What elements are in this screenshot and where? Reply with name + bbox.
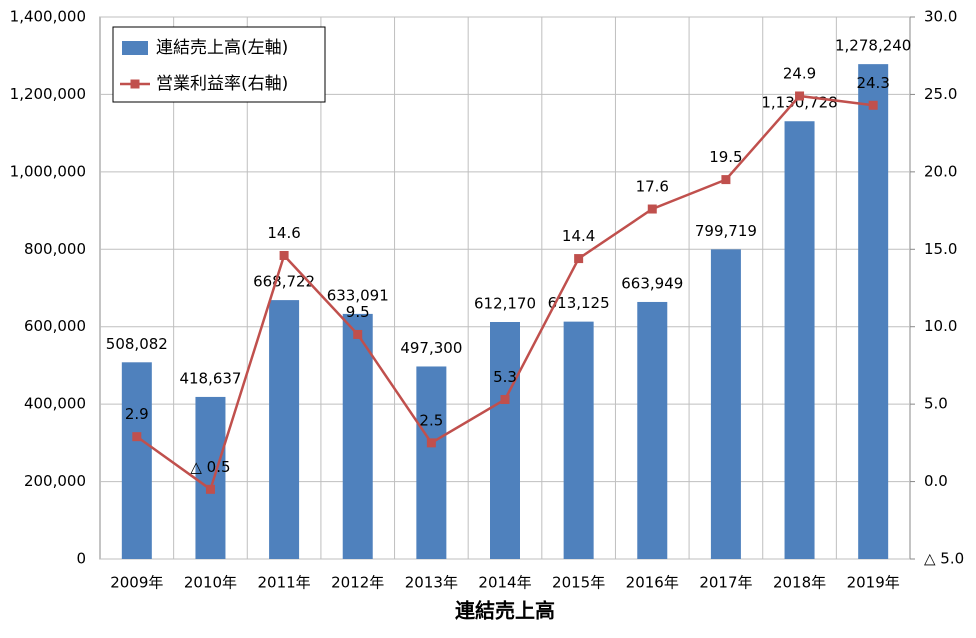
line-marker [426, 438, 436, 448]
bar [195, 396, 226, 559]
y-tick-label: 0 [76, 550, 86, 568]
x-tick-label: 2014年 [478, 574, 531, 592]
legend-label: 営業利益率(右軸) [156, 74, 288, 94]
bar-value-label: 508,082 [106, 335, 168, 353]
bar-value-label: 613,125 [548, 294, 610, 312]
x-tick-label: 2018年 [773, 574, 826, 592]
y2-tick-label: 15.0 [924, 240, 957, 258]
y2-tick-label: 5.0 [924, 395, 948, 413]
line-marker [647, 204, 657, 214]
line-value-label: 24.3 [856, 74, 889, 92]
legend-swatch-marker [130, 79, 140, 89]
bar-value-label: 663,949 [621, 274, 683, 292]
bar-value-label: 799,719 [695, 222, 757, 240]
bar [784, 121, 815, 559]
y-tick-label: 1,200,000 [10, 85, 86, 103]
line-marker [353, 329, 363, 339]
x-axis-title: 連結売上高 [455, 599, 555, 623]
line-marker [868, 100, 878, 110]
line-value-label: △ 0.5 [190, 458, 230, 476]
line-value-label: 14.6 [267, 224, 300, 242]
y-tick-label: 400,000 [24, 395, 86, 413]
y2-tick-label: 0.0 [924, 472, 948, 490]
bar [490, 322, 520, 559]
y2-tick-label: △ 5.0 [924, 550, 964, 568]
line-value-label: 2.5 [419, 411, 443, 429]
y-tick-label: 200,000 [24, 472, 86, 490]
x-tick-label: 2013年 [405, 574, 458, 592]
x-tick-label: 2010年 [184, 574, 237, 592]
y2-tick-label: 25.0 [924, 85, 957, 103]
legend-box [112, 26, 326, 103]
bar-value-label: 633,091 [327, 286, 389, 304]
line-marker [795, 91, 805, 101]
y2-tick-label: 20.0 [924, 162, 957, 180]
bar-value-label: 668,722 [253, 273, 315, 291]
bar-value-label: 612,170 [474, 295, 536, 313]
bar-value-label: 1,278,240 [835, 37, 911, 55]
bar-value-label: 497,300 [400, 339, 462, 357]
line-value-label: 5.3 [493, 368, 517, 386]
x-tick-label: 2009年 [110, 574, 163, 592]
x-tick-label: 2019年 [847, 574, 900, 592]
bar [858, 64, 889, 559]
legend-label: 連結売上高(左軸) [156, 38, 288, 58]
bar-value-label: 418,637 [179, 369, 241, 387]
x-tick-label: 2012年 [331, 574, 384, 592]
line-value-label: 9.5 [346, 303, 370, 321]
line-marker [721, 175, 731, 185]
y-tick-label: 800,000 [24, 240, 86, 258]
line-marker [574, 254, 584, 264]
y-tick-label: 1,400,000 [10, 8, 86, 26]
bar [637, 301, 668, 559]
line-value-label: 17.6 [636, 178, 669, 196]
bar [416, 366, 447, 559]
bar [342, 313, 373, 559]
x-tick-label: 2015年 [552, 574, 605, 592]
line-marker [205, 484, 215, 494]
line-marker [132, 432, 142, 442]
x-tick-label: 2011年 [257, 574, 310, 592]
line-value-label: 2.9 [125, 405, 149, 423]
y-tick-label: 600,000 [24, 317, 86, 335]
line-value-label: 24.9 [783, 64, 816, 82]
bar [269, 300, 300, 559]
bar [563, 321, 594, 559]
line-marker [279, 250, 289, 260]
legend-swatch [122, 41, 148, 55]
bar [121, 362, 152, 559]
line-value-label: 14.4 [562, 227, 595, 245]
line-value-label: 19.5 [709, 148, 742, 166]
bar [710, 249, 741, 559]
x-tick-label: 2016年 [626, 574, 679, 592]
y-tick-label: 1,000,000 [10, 162, 86, 180]
line-marker [500, 394, 510, 404]
y2-tick-label: 30.0 [924, 8, 957, 26]
x-tick-label: 2017年 [699, 574, 752, 592]
y2-tick-label: 10.0 [924, 317, 957, 335]
